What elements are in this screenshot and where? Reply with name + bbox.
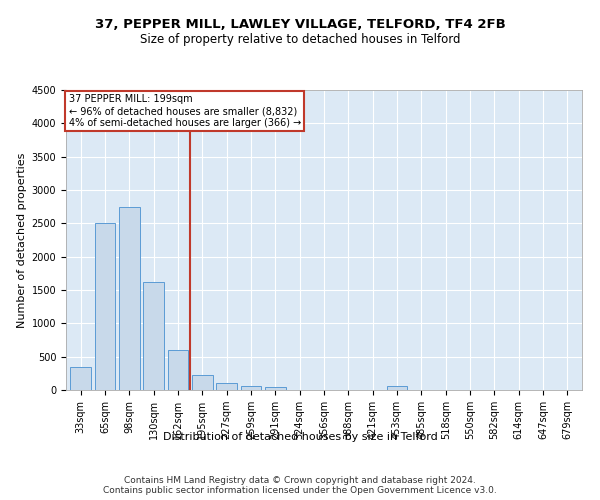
Bar [265, 386, 286, 390]
Bar [119, 206, 140, 390]
Bar [167, 350, 188, 390]
Bar [216, 382, 237, 390]
Bar [386, 386, 407, 390]
Bar [192, 375, 212, 390]
Bar [70, 366, 91, 390]
Text: Size of property relative to detached houses in Telford: Size of property relative to detached ho… [140, 32, 460, 46]
Text: 37 PEPPER MILL: 199sqm
← 96% of detached houses are smaller (8,832)
4% of semi-d: 37 PEPPER MILL: 199sqm ← 96% of detached… [68, 94, 301, 128]
Bar [143, 282, 164, 390]
Y-axis label: Number of detached properties: Number of detached properties [17, 152, 28, 328]
Bar [241, 386, 262, 390]
Bar [95, 224, 115, 390]
Text: 37, PEPPER MILL, LAWLEY VILLAGE, TELFORD, TF4 2FB: 37, PEPPER MILL, LAWLEY VILLAGE, TELFORD… [95, 18, 505, 30]
Text: Distribution of detached houses by size in Telford: Distribution of detached houses by size … [163, 432, 437, 442]
Text: Contains HM Land Registry data © Crown copyright and database right 2024.
Contai: Contains HM Land Registry data © Crown c… [103, 476, 497, 495]
